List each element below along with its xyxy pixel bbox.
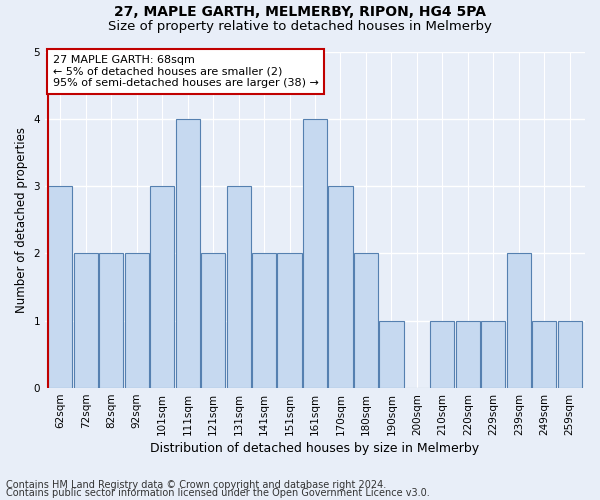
Bar	[557, 321, 582, 388]
Bar	[74, 254, 98, 388]
Bar	[328, 186, 353, 388]
Bar	[125, 254, 149, 388]
Bar	[354, 254, 378, 388]
Bar	[201, 254, 225, 388]
Text: Contains HM Land Registry data © Crown copyright and database right 2024.: Contains HM Land Registry data © Crown c…	[6, 480, 386, 490]
Bar	[532, 321, 556, 388]
Bar	[456, 321, 480, 388]
Bar	[176, 119, 200, 388]
X-axis label: Distribution of detached houses by size in Melmerby: Distribution of detached houses by size …	[151, 442, 479, 455]
Text: 27 MAPLE GARTH: 68sqm
← 5% of detached houses are smaller (2)
95% of semi-detach: 27 MAPLE GARTH: 68sqm ← 5% of detached h…	[53, 55, 319, 88]
Bar	[303, 119, 327, 388]
Bar	[277, 254, 302, 388]
Text: 27, MAPLE GARTH, MELMERBY, RIPON, HG4 5PA: 27, MAPLE GARTH, MELMERBY, RIPON, HG4 5P…	[114, 5, 486, 19]
Bar	[252, 254, 276, 388]
Bar	[99, 254, 124, 388]
Bar	[150, 186, 175, 388]
Text: Size of property relative to detached houses in Melmerby: Size of property relative to detached ho…	[108, 20, 492, 33]
Bar	[379, 321, 404, 388]
Text: Contains public sector information licensed under the Open Government Licence v3: Contains public sector information licen…	[6, 488, 430, 498]
Bar	[48, 186, 73, 388]
Bar	[481, 321, 505, 388]
Bar	[430, 321, 454, 388]
Y-axis label: Number of detached properties: Number of detached properties	[15, 127, 28, 313]
Bar	[227, 186, 251, 388]
Bar	[506, 254, 531, 388]
